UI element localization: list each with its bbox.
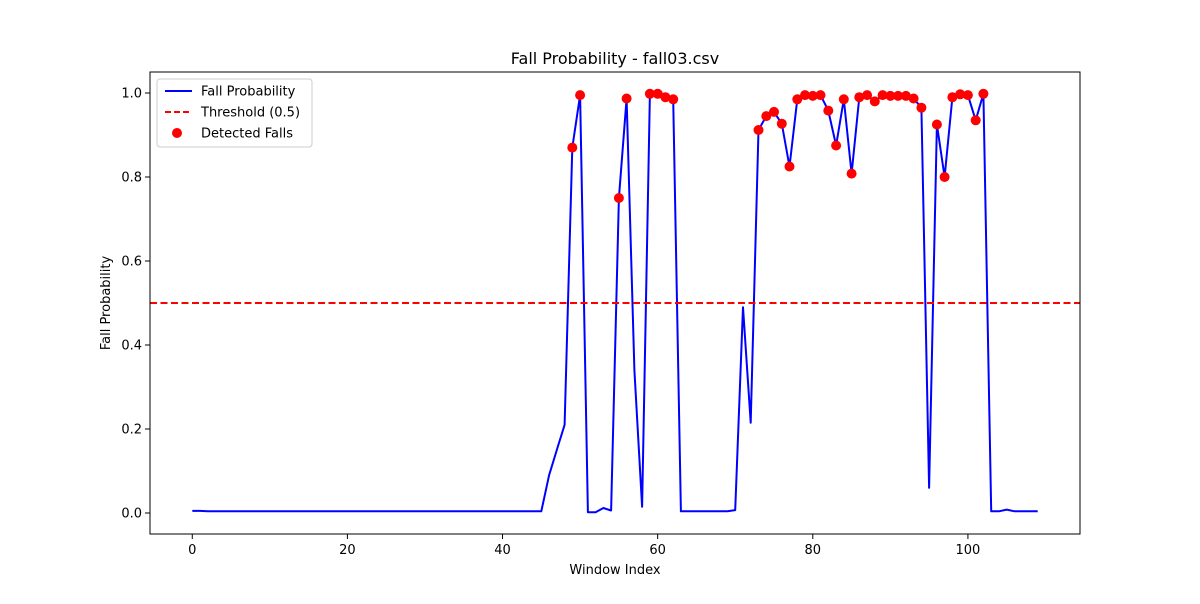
detected-fall-point [862, 90, 873, 101]
y-axis-label: Fall Probability [99, 256, 114, 351]
y-tick-label: 0.0 [121, 507, 142, 522]
x-tick-label: 40 [494, 543, 511, 558]
y-tick-label: 1.0 [121, 87, 142, 102]
detected-fall-point [831, 140, 842, 151]
x-tick-label: 80 [805, 543, 822, 558]
detected-fall-point [769, 106, 779, 117]
detected-fall-point [784, 161, 795, 172]
legend: Fall Probability Threshold (0.5) Detecte… [156, 78, 313, 148]
detected-fall-point [823, 105, 834, 116]
detected-fall-point [567, 142, 578, 153]
detected-fall-point [652, 88, 663, 99]
detected-fall-point [761, 111, 772, 122]
axis-ticks: 0 20 40 60 80 100 0.0 0.2 0.4 0.6 0.8 1.0 [121, 87, 980, 559]
y-tick-label: 0.4 [121, 339, 142, 354]
detected-fall-point [916, 102, 927, 113]
detected-fall-point [885, 90, 896, 101]
detected-fall-point [908, 93, 919, 104]
detected-fall-point [970, 115, 981, 126]
detected-fall-point [838, 94, 849, 105]
detected-fall-point [962, 90, 973, 101]
detected-fall-point [854, 92, 865, 103]
legend-label-probability: Fall Probability [201, 85, 296, 100]
detected-fall-point [900, 90, 911, 101]
axes-frame [149, 71, 1081, 535]
detected-fall-point [815, 90, 826, 101]
chart-title: Fall Probability - fall03.csv [511, 49, 719, 68]
x-tick-label: 20 [339, 543, 356, 558]
detected-fall-point [575, 90, 586, 101]
detected-fall-point [644, 88, 655, 99]
detected-fall-point [978, 88, 989, 99]
detected-fall-point [947, 92, 958, 103]
detected-fall-point [792, 94, 803, 105]
detected-fall-point [877, 90, 888, 101]
x-tick-label: 0 [188, 543, 196, 558]
detected-fall-point [621, 93, 632, 104]
legend-box [156, 78, 313, 148]
x-tick-label: 100 [956, 543, 981, 558]
legend-marker-swatch [172, 128, 182, 138]
detected-fall-point [668, 94, 679, 105]
legend-label-threshold: Threshold (0.5) [200, 106, 300, 121]
legend-label-falls: Detected Falls [201, 127, 293, 142]
x-axis-label: Window Index [569, 563, 660, 578]
detected-fall-point [807, 90, 818, 101]
detected-fall-point [846, 168, 857, 179]
detected-fall-point [776, 118, 787, 129]
y-tick-label: 0.2 [121, 423, 142, 438]
x-tick-label: 60 [649, 543, 666, 558]
detected-fall-point [660, 92, 671, 103]
detected-fall-point [931, 119, 942, 130]
detected-fall-point [753, 125, 764, 135]
detected-fall-point [869, 96, 880, 107]
y-tick-label: 0.8 [121, 171, 142, 186]
detected-fall-point [613, 193, 624, 203]
y-tick-label: 0.6 [121, 255, 142, 270]
detected-fall-point [955, 89, 966, 100]
detected-fall-point [800, 90, 810, 101]
plot-area [150, 88, 1080, 514]
detected-fall-point [893, 90, 904, 101]
detected-fall-point [939, 172, 950, 182]
